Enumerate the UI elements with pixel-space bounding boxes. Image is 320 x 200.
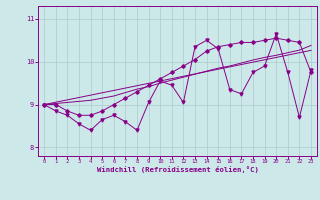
X-axis label: Windchill (Refroidissement éolien,°C): Windchill (Refroidissement éolien,°C) — [97, 166, 259, 173]
